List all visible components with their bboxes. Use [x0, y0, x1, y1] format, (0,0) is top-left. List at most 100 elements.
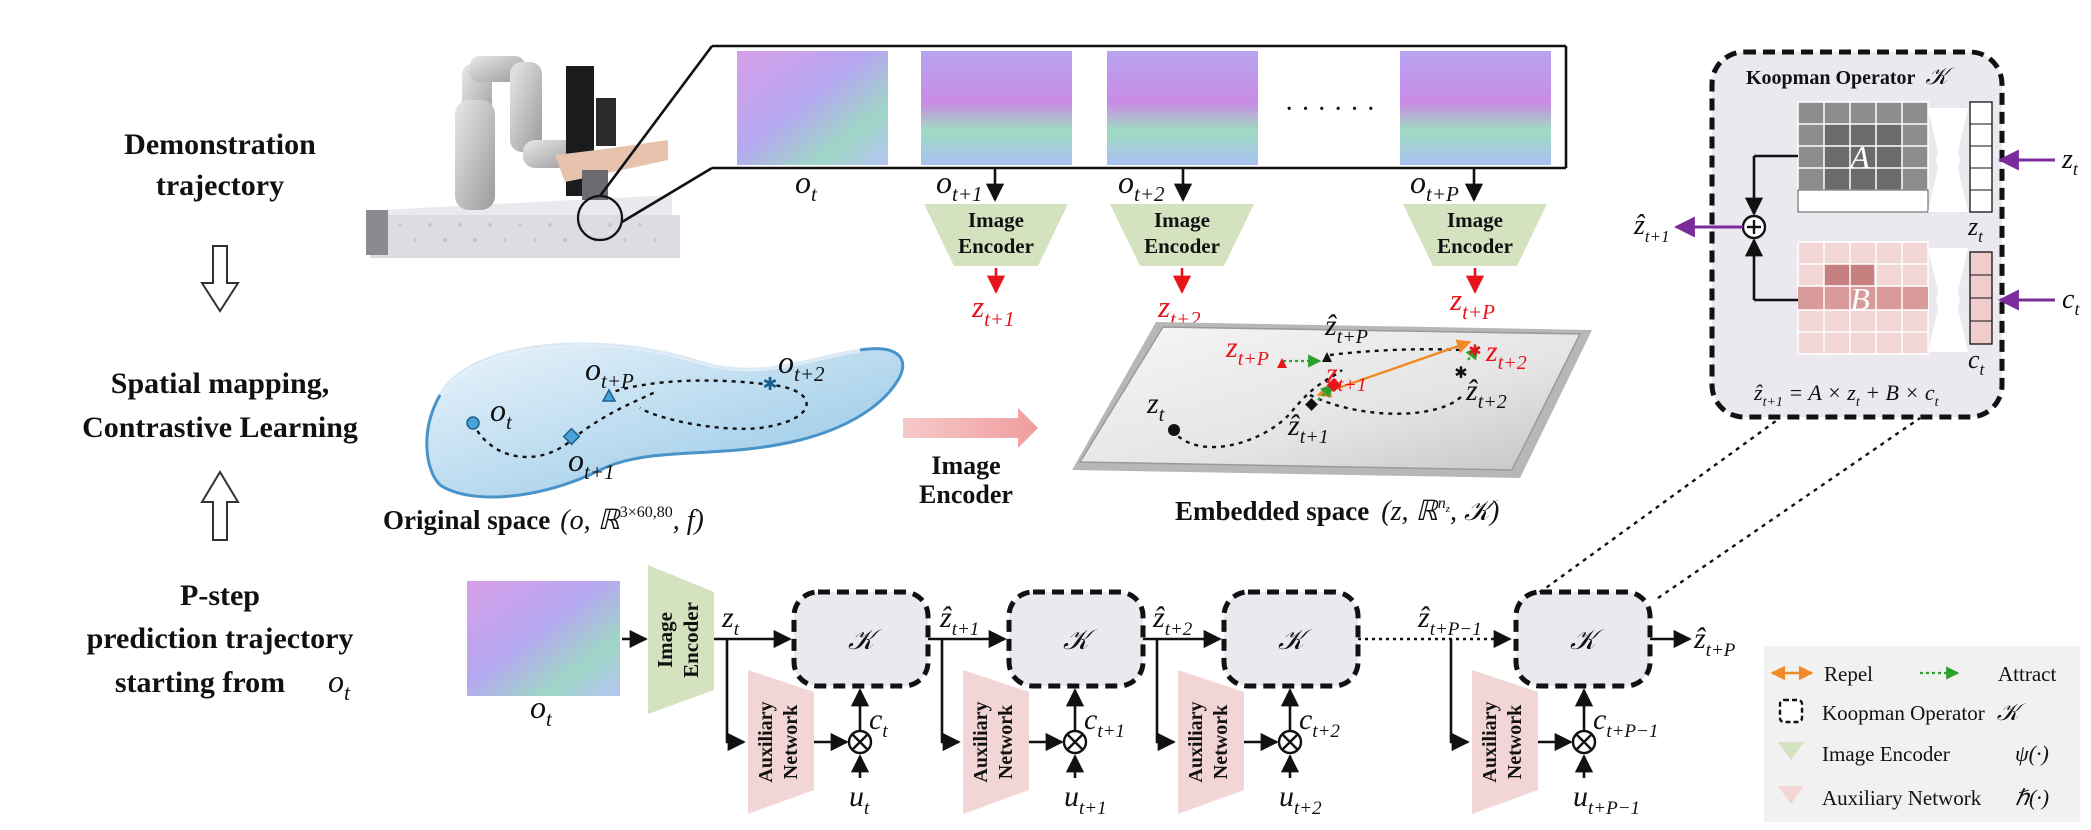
state-zhat-t1: ẑt+1	[939, 601, 979, 640]
top-encoder-1	[924, 204, 1068, 266]
input-ct: ct	[2062, 284, 2080, 319]
middle-encoder-label: Image	[931, 451, 1000, 480]
obs-frame-tP	[1400, 51, 1551, 165]
state-zhat-t2: ẑt+2	[1152, 601, 1193, 640]
bottom-obs-label: ot	[530, 689, 553, 731]
aux-3-label-2: Network	[1210, 704, 1232, 779]
emb-zt: zt	[1146, 387, 1165, 426]
koopman-block-1	[791, 589, 931, 689]
emb-z-t1: zt+1	[1325, 357, 1367, 396]
aux-4-label-2: Network	[1504, 704, 1526, 779]
legend-aux: Auxiliary Network	[1822, 786, 1982, 810]
koopman-panel: Koopman Operator 𝒦 A B	[1633, 49, 2080, 420]
up-hollow-arrow	[200, 470, 240, 541]
top-encoder-3-label-2: Encoder	[1437, 234, 1513, 258]
aux-4-label: Auxiliary	[1479, 701, 1501, 782]
u-tP1: ut+P−1	[1573, 780, 1640, 819]
obs-ellipsis: · · · · · ·	[1285, 94, 1376, 125]
bottom-obs-frame	[467, 581, 620, 696]
middle-encoder-label-2: Encoder	[919, 480, 1013, 509]
zoom-line-top	[598, 45, 714, 197]
aux-1-label: Auxiliary	[755, 701, 777, 782]
obs-frame-t	[737, 51, 888, 165]
koopman-block-2	[1006, 589, 1146, 689]
c-t1: ct+1	[1084, 703, 1125, 742]
state-zhat-tP1: ẑt+P−1	[1417, 601, 1482, 640]
legend-box	[1764, 646, 2080, 822]
matrix-B-label: B	[1850, 281, 1870, 317]
legend-koopman: Koopman Operator 𝒦	[1822, 700, 2027, 726]
top-encoder-1-label-2: Encoder	[958, 234, 1034, 258]
obs-label-t1: ot+1	[936, 164, 983, 206]
koopman-panel-box	[1709, 49, 2005, 420]
u-t: ut	[849, 780, 870, 819]
vector-c	[1969, 251, 1993, 345]
legend-encoder-sym: ψ(·)	[2015, 741, 2049, 766]
stage2-title: Spatial mapping,	[111, 367, 329, 400]
middle-encoder-arrow: Image Encoder	[903, 408, 1038, 509]
c-tP1: ct+P−1	[1593, 703, 1658, 742]
top-encoder-2-label-2: Encoder	[1144, 234, 1220, 258]
vector-c-label: ct	[1968, 345, 1986, 379]
original-space: ✱ ot ot+1 ot+2 ot+P Original space (o, ℝ3…	[383, 341, 905, 536]
vector-z	[1969, 101, 1993, 213]
koopman-block-4	[1513, 589, 1653, 689]
top-encoders: Image Encoder Image Encoder Image Encode…	[924, 168, 1547, 331]
orig-ot1: ot+1	[568, 442, 615, 484]
panel-connector-left	[1531, 417, 1781, 599]
legend-attract: Attract	[1998, 662, 2056, 686]
emb-z-t2: zt+2	[1485, 335, 1527, 374]
aux-1-label-2: Network	[780, 704, 802, 779]
top-encoder-2-label: Image	[1154, 208, 1210, 232]
stage1-title: Demonstration	[124, 128, 316, 161]
legend: Repel Attract Koopman Operator 𝒦 Image En…	[1764, 646, 2080, 822]
koopman-equation: ẑt+1 = A × zt + B × ct	[1753, 380, 1940, 410]
top-encoder-2	[1110, 204, 1254, 266]
legend-repel: Repel	[1824, 662, 1873, 686]
emb-zhat-t2: ẑt+2	[1465, 374, 1507, 413]
stage3-ot: ot	[328, 663, 351, 705]
robot-demo-photo	[366, 56, 680, 258]
orig-ot2: ot+2	[778, 344, 825, 386]
stage3-title: P-step	[180, 579, 260, 612]
obs-label-t: ot	[795, 164, 818, 206]
input-zt: zt	[2061, 144, 2079, 179]
matrix-A: A	[1797, 101, 1929, 213]
top-encoder-3-label: Image	[1447, 208, 1503, 232]
output-zhat: ẑt+1	[1633, 210, 1670, 246]
orig-ot: ot	[490, 392, 513, 434]
stage3-subtitle-2: starting from	[115, 666, 285, 699]
svg-text:✱: ✱	[1468, 343, 1481, 360]
aux-3-label: Auxiliary	[1185, 701, 1207, 782]
obs-frame-t1	[921, 51, 1072, 165]
stage1-subtitle: trajectory	[156, 169, 284, 202]
aux-2-label-2: Network	[995, 704, 1017, 779]
c-t: ct	[869, 703, 888, 742]
u-t2: ut+2	[1279, 780, 1322, 819]
top-observation-strip: · · · · · · ot ot+1 ot+2 ot+P	[712, 44, 1568, 206]
bottom-encoder-label: Image	[653, 612, 677, 668]
emb-zhat-t1: ẑt+1	[1287, 409, 1329, 448]
aux-network-4	[1472, 670, 1538, 814]
down-hollow-arrow	[200, 245, 240, 313]
svg-text:✱: ✱	[762, 374, 777, 394]
legend-aux-icon	[1778, 786, 1804, 804]
original-space-caption: Original space (o, ℝ3×60,80, f)	[383, 504, 704, 536]
bottom-prediction-row: ot Image Encoder 𝒦 𝒦 𝒦 𝒦 zt ẑt+1 ẑt+2 ẑt…	[467, 565, 1736, 819]
orig-otP: ot+P	[585, 351, 634, 393]
legend-aux-sym: ℏ(·)	[2015, 785, 2049, 810]
legend-koopman-icon	[1778, 698, 1804, 724]
stage2-subtitle: Contrastive Learning	[82, 411, 358, 444]
embedded-space-caption: Embedded space (z, ℝnz, 𝒦)	[1175, 495, 1499, 527]
embedded-space: ✱ ✱ zt ẑt+1 ẑt+P ẑt+2 zt+P zt+1 zt+2 Emb…	[1072, 309, 1592, 527]
vector-z-label: zt	[1967, 212, 1984, 246]
stage3-subtitle: prediction trajectory	[87, 622, 354, 655]
matrix-B: B	[1797, 241, 1929, 355]
state-zt: zt	[721, 601, 740, 640]
c-t2: ct+2	[1299, 703, 1340, 742]
top-encoder-1-label: Image	[968, 208, 1024, 232]
top-encoder-3	[1403, 204, 1547, 266]
obs-frame-t2	[1107, 51, 1258, 165]
z-t1-label: zt+1	[971, 289, 1015, 331]
